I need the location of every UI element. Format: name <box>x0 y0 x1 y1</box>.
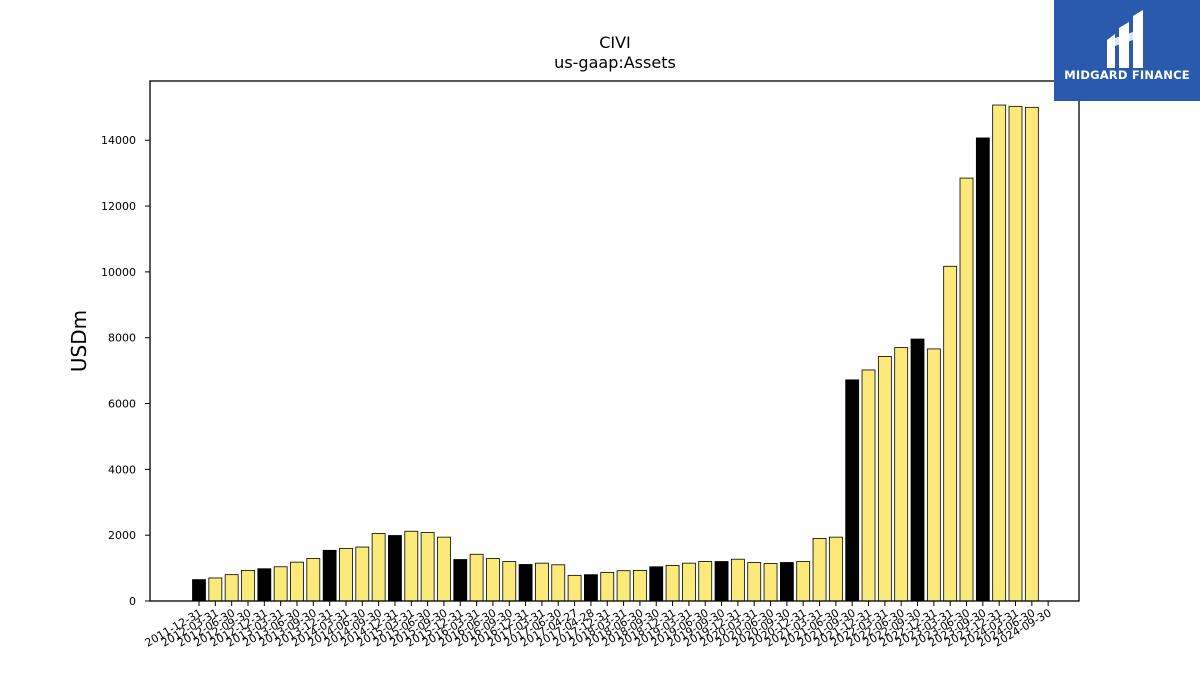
bar-2018-12-31 <box>665 565 680 602</box>
plot-frame <box>149 80 1080 602</box>
bar-2018-06-30 <box>633 569 647 602</box>
bar-2013-03-31 <box>273 566 288 602</box>
bar-2020-06-30 <box>763 563 778 602</box>
y-tick-label: 2000 <box>108 529 136 542</box>
y-tick-label: 4000 <box>108 463 136 476</box>
bar-2021-06-30 <box>828 536 843 602</box>
bar-2020-03-31 <box>747 562 762 602</box>
bar-2023-03-31 <box>943 265 958 602</box>
bar-2017-06-30 <box>551 564 566 602</box>
bar-2013-12-31 <box>322 549 337 602</box>
midgard-logo-icon <box>1107 10 1143 68</box>
bar-2023-06-30 <box>959 177 974 602</box>
bar-2012-09-30 <box>241 569 255 602</box>
y-tick-label: 14000 <box>101 134 136 147</box>
bar-2015-03-31 <box>404 530 419 602</box>
midgard-finance-logo: MIDGARD FINANCE <box>1054 0 1200 101</box>
bar-2011-12-31 <box>192 579 206 602</box>
bar-2014-12-31 <box>388 535 402 602</box>
bar-2019-06-30 <box>698 561 713 602</box>
logo-text: MIDGARD FINANCE <box>1064 68 1190 82</box>
bar-2016-03-31 <box>469 553 484 602</box>
bars-group <box>192 104 1039 602</box>
bar-2019-12-31 <box>730 558 745 602</box>
bar-2024-06-30 <box>1024 106 1039 602</box>
bar-2015-09-30 <box>437 536 451 602</box>
bar-2022-06-30 <box>894 347 909 602</box>
bar-2023-12-31 <box>992 104 1007 602</box>
bar-2012-06-30 <box>224 574 239 602</box>
x-axis-ticks: 2011-12-312012-03-312012-06-302012-09-30… <box>143 601 1054 650</box>
y-axis-label: USDm <box>67 310 91 372</box>
bar-2017-04-28 <box>584 574 598 602</box>
chart-title: CIVI <box>599 33 631 52</box>
bar-2013-06-30 <box>290 561 304 602</box>
bar-2014-09-30 <box>371 533 386 602</box>
bar-2022-03-31 <box>877 356 892 602</box>
bar-2014-03-31 <box>339 547 353 602</box>
bar-2022-12-31 <box>926 348 941 602</box>
bar-2022-09-30 <box>910 338 925 602</box>
bar-2017-04-27 <box>567 574 582 602</box>
bar-2020-09-30 <box>779 562 794 602</box>
bar-2021-03-31 <box>812 538 827 602</box>
bar-2024-03-31 <box>1008 105 1023 602</box>
chart-subtitle: us-gaap:Assets <box>554 53 676 72</box>
bar-2020-12-31 <box>796 561 811 602</box>
bar-2015-06-30 <box>420 532 435 602</box>
bar-2021-12-31 <box>861 369 876 602</box>
bar-2021-09-30 <box>845 379 860 602</box>
bar-2012-12-31 <box>257 568 272 602</box>
bar-2012-03-31 <box>208 577 223 602</box>
bar-2018-03-31 <box>616 570 631 602</box>
y-axis-ticks: 0 2000 4000 6000 8000 10000 12000 14000 <box>101 134 150 608</box>
bar-2013-09-30 <box>306 558 321 602</box>
bar-2017-12-31 <box>600 571 615 602</box>
bar-2014-06-30 <box>355 546 370 602</box>
bar-2015-12-31 <box>453 559 468 602</box>
bar-2019-09-30 <box>714 561 729 602</box>
bar-2016-09-30 <box>502 561 517 602</box>
y-tick-label: 10000 <box>101 266 136 279</box>
bar-2019-03-31 <box>682 562 696 602</box>
bar-2017-03-31 <box>535 562 549 602</box>
bar-2016-12-31 <box>518 564 533 602</box>
y-tick-label: 0 <box>129 595 136 608</box>
y-tick-label: 6000 <box>108 398 136 411</box>
bar-2018-09-30 <box>649 566 664 602</box>
bar-2023-09-30 <box>975 137 990 602</box>
bar-2016-06-30 <box>486 558 500 602</box>
y-tick-label: 12000 <box>101 200 136 213</box>
y-tick-label: 8000 <box>108 332 136 345</box>
